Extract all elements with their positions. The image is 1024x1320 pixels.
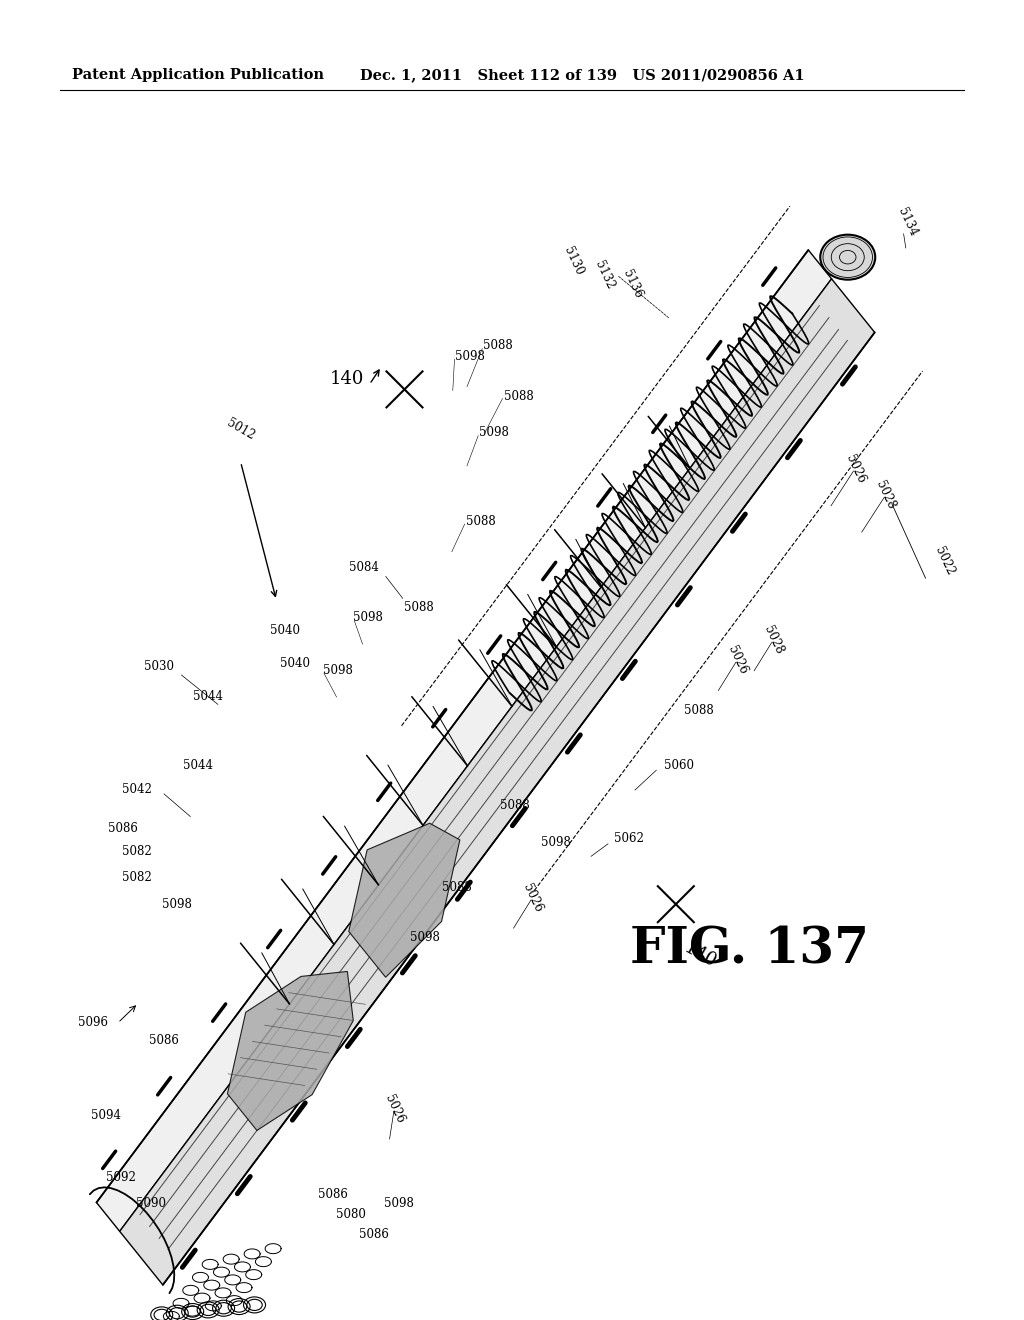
- Text: 5088: 5088: [504, 389, 534, 403]
- Text: 5098: 5098: [384, 1197, 414, 1210]
- Text: 5088: 5088: [404, 601, 434, 614]
- Polygon shape: [96, 249, 831, 1232]
- Text: 5086: 5086: [318, 1188, 348, 1201]
- Text: 5040: 5040: [270, 624, 300, 638]
- Text: 5040: 5040: [281, 657, 310, 671]
- Polygon shape: [349, 824, 460, 977]
- Text: 5092: 5092: [106, 1171, 136, 1184]
- Text: 5026: 5026: [843, 453, 867, 484]
- Text: 5062: 5062: [614, 832, 644, 845]
- Text: 5130: 5130: [561, 246, 586, 277]
- Text: 5098: 5098: [410, 931, 439, 944]
- Text: 5098: 5098: [541, 836, 570, 849]
- Text: 5026: 5026: [382, 1093, 407, 1125]
- Text: 5042: 5042: [122, 783, 152, 796]
- Text: 5044: 5044: [194, 690, 223, 704]
- Text: 5094: 5094: [91, 1109, 121, 1122]
- Text: 5098: 5098: [323, 664, 352, 677]
- Text: 5082: 5082: [122, 845, 152, 858]
- Text: 5098: 5098: [479, 426, 509, 440]
- Text: 5088: 5088: [442, 880, 472, 894]
- Text: 5086: 5086: [109, 822, 138, 836]
- Text: 5082: 5082: [122, 871, 152, 884]
- Text: 5084: 5084: [349, 561, 379, 574]
- Text: Dec. 1, 2011   Sheet 112 of 139   US 2011/0290856 A1: Dec. 1, 2011 Sheet 112 of 139 US 2011/02…: [360, 69, 805, 82]
- Text: 5012: 5012: [224, 416, 257, 442]
- Text: 140: 140: [330, 371, 365, 388]
- Text: 5086: 5086: [359, 1228, 389, 1241]
- Text: 5096: 5096: [78, 1016, 108, 1030]
- Text: 5044: 5044: [183, 759, 213, 772]
- Text: 5026: 5026: [520, 882, 545, 913]
- Text: 5028: 5028: [873, 479, 898, 511]
- Text: 5090: 5090: [136, 1197, 166, 1210]
- Text: 5134: 5134: [895, 206, 920, 238]
- Text: 5030: 5030: [143, 660, 174, 673]
- Text: 5060: 5060: [664, 759, 693, 772]
- Text: 5086: 5086: [150, 1034, 179, 1047]
- Text: 5080: 5080: [336, 1208, 367, 1221]
- Text: 5098: 5098: [353, 611, 383, 624]
- Text: 5132: 5132: [592, 259, 616, 290]
- Text: 5028: 5028: [761, 624, 785, 656]
- Polygon shape: [120, 279, 874, 1284]
- Text: FIG. 137: FIG. 137: [630, 925, 868, 975]
- Text: 5098: 5098: [455, 350, 484, 363]
- Text: 5136: 5136: [621, 268, 645, 300]
- Text: 5098: 5098: [162, 898, 191, 911]
- Text: 5088: 5088: [684, 704, 714, 717]
- Text: Patent Application Publication: Patent Application Publication: [72, 69, 324, 82]
- Ellipse shape: [820, 235, 876, 280]
- Polygon shape: [227, 972, 353, 1130]
- Text: 5088: 5088: [466, 515, 496, 528]
- Text: 5022: 5022: [932, 545, 956, 577]
- Text: 5026: 5026: [725, 644, 750, 676]
- Text: 5088: 5088: [483, 339, 513, 352]
- Text: 5088: 5088: [500, 799, 529, 812]
- Text: 140: 140: [681, 940, 720, 972]
